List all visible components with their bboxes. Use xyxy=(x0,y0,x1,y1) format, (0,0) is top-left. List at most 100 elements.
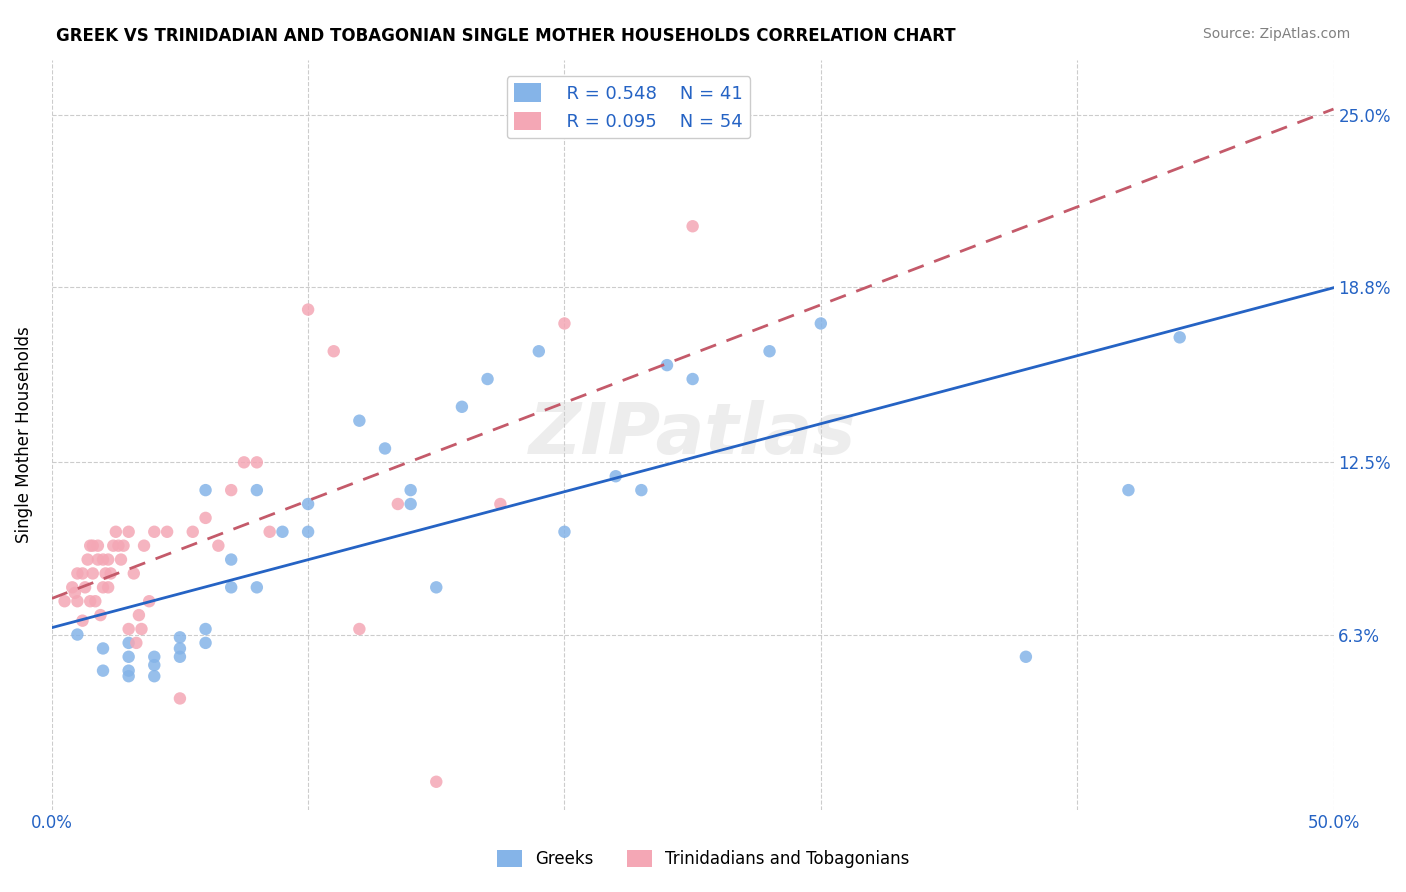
Point xyxy=(132,539,155,553)
Point xyxy=(682,219,704,234)
Text: GREEK VS TRINIDADIAN AND TOBAGONIAN SINGLE MOTHER HOUSEHOLDS CORRELATION CHART: GREEK VS TRINIDADIAN AND TOBAGONIAN SING… xyxy=(56,27,956,45)
Point xyxy=(82,566,104,581)
Point xyxy=(477,372,499,386)
Point xyxy=(118,649,141,664)
Legend: Greeks, Trinidadians and Tobagonians: Greeks, Trinidadians and Tobagonians xyxy=(489,843,917,875)
Point xyxy=(110,552,132,566)
Point xyxy=(387,497,409,511)
Point xyxy=(76,552,98,566)
Point xyxy=(104,524,127,539)
Point xyxy=(91,641,114,656)
Point xyxy=(374,442,396,456)
Text: ZIPatlas: ZIPatlas xyxy=(529,401,856,469)
Text: Source: ZipAtlas.com: Source: ZipAtlas.com xyxy=(1202,27,1350,41)
Point xyxy=(219,580,242,594)
Point xyxy=(63,586,86,600)
Point xyxy=(246,580,269,594)
Point xyxy=(233,455,256,469)
Point xyxy=(605,469,627,483)
Point xyxy=(131,622,153,636)
Point xyxy=(194,511,217,525)
Point xyxy=(156,524,179,539)
Point xyxy=(758,344,780,359)
Point xyxy=(87,539,110,553)
Point xyxy=(181,524,204,539)
Point xyxy=(118,524,141,539)
Point xyxy=(87,552,110,566)
Point xyxy=(66,627,89,641)
Point xyxy=(810,317,832,331)
Point xyxy=(91,552,114,566)
Point xyxy=(194,636,217,650)
Point xyxy=(451,400,474,414)
Y-axis label: Single Mother Households: Single Mother Households xyxy=(15,326,32,543)
Point xyxy=(112,539,135,553)
Point xyxy=(84,594,107,608)
Point xyxy=(349,622,371,636)
Point xyxy=(143,524,166,539)
Point xyxy=(399,497,422,511)
Point xyxy=(143,669,166,683)
Point xyxy=(91,664,114,678)
Point xyxy=(118,636,141,650)
Point xyxy=(143,658,166,673)
Point xyxy=(219,552,242,566)
Point xyxy=(118,664,141,678)
Point xyxy=(553,317,575,331)
Point xyxy=(349,414,371,428)
Point xyxy=(75,580,97,594)
Point xyxy=(297,302,319,317)
Point xyxy=(89,608,111,623)
Point xyxy=(128,608,150,623)
Point xyxy=(169,691,191,706)
Point xyxy=(122,566,145,581)
Point xyxy=(259,524,281,539)
Point xyxy=(125,636,148,650)
Point xyxy=(103,539,125,553)
Point xyxy=(219,483,242,497)
Point xyxy=(143,649,166,664)
Point xyxy=(630,483,652,497)
Point xyxy=(72,566,94,581)
Point xyxy=(118,622,141,636)
Point xyxy=(100,566,122,581)
Point xyxy=(169,649,191,664)
Point xyxy=(1168,330,1191,344)
Point xyxy=(97,552,120,566)
Point xyxy=(60,580,83,594)
Point xyxy=(322,344,344,359)
Point xyxy=(246,455,269,469)
Point xyxy=(194,483,217,497)
Point xyxy=(1015,649,1038,664)
Point xyxy=(682,372,704,386)
Point xyxy=(107,539,129,553)
Point xyxy=(399,483,422,497)
Point xyxy=(425,580,447,594)
Point xyxy=(297,524,319,539)
Point xyxy=(489,497,512,511)
Point xyxy=(169,630,191,644)
Point xyxy=(66,566,89,581)
Point xyxy=(271,524,294,539)
Point xyxy=(118,669,141,683)
Point xyxy=(246,483,269,497)
Point xyxy=(82,539,104,553)
Point xyxy=(66,594,89,608)
Point xyxy=(97,580,120,594)
Point xyxy=(79,594,101,608)
Point xyxy=(207,539,229,553)
Point xyxy=(194,622,217,636)
Point xyxy=(553,524,575,539)
Point xyxy=(79,539,101,553)
Point xyxy=(91,580,114,594)
Point xyxy=(655,358,678,372)
Point xyxy=(72,614,94,628)
Point xyxy=(297,497,319,511)
Point xyxy=(1118,483,1140,497)
Point xyxy=(425,774,447,789)
Point xyxy=(94,566,117,581)
Point xyxy=(53,594,76,608)
Point xyxy=(138,594,160,608)
Point xyxy=(169,641,191,656)
Legend:   R = 0.548    N = 41,   R = 0.095    N = 54: R = 0.548 N = 41, R = 0.095 N = 54 xyxy=(506,76,751,138)
